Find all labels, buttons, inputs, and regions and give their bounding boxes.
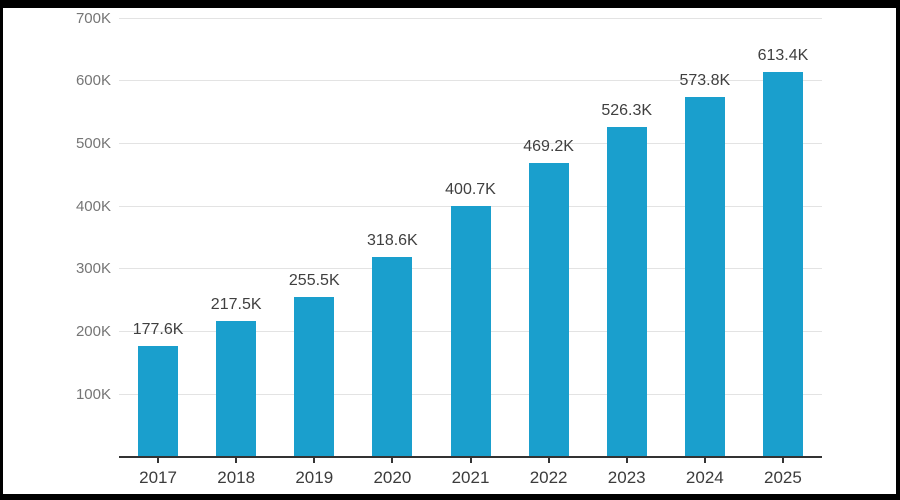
x-axis-tick-label: 2024 <box>685 468 724 487</box>
x-axis-tick-label: 2022 <box>529 468 568 487</box>
frame-border-right <box>896 0 900 500</box>
y-axis-tick-label: 400K <box>75 197 111 215</box>
x-axis-tick-mark <box>547 458 550 463</box>
y-axis-tick-label: 700K <box>75 9 111 27</box>
gridline <box>119 80 822 82</box>
x-axis-tick-label: 2017 <box>139 468 177 487</box>
bar-value-label: 573.8K <box>679 72 731 90</box>
bar-value-label: 177.6K <box>132 320 184 338</box>
bar[interactable] <box>372 257 413 457</box>
x-axis-tick-label: 2020 <box>373 468 412 487</box>
bar-value-label: 526.3K <box>601 101 653 119</box>
x-axis-tick-mark <box>157 458 160 463</box>
x-axis-tick-mark <box>703 458 706 463</box>
bar[interactable] <box>762 72 803 457</box>
gridline <box>119 142 822 144</box>
bar-value-label: 318.6K <box>367 232 418 250</box>
y-axis-tick-label: 500K <box>75 134 111 152</box>
x-axis-tick-mark <box>391 458 394 463</box>
bar[interactable] <box>138 345 179 457</box>
x-axis-line <box>119 456 822 458</box>
bar[interactable] <box>606 126 647 457</box>
frame-border-top <box>0 0 900 8</box>
bar[interactable] <box>528 162 569 457</box>
x-axis-tick-mark <box>313 458 316 463</box>
x-axis-tick-label: 2018 <box>217 468 256 487</box>
x-axis-tick-mark <box>469 458 472 463</box>
x-axis-tick-mark <box>625 458 628 463</box>
y-axis-tick-label: 100K <box>75 385 111 403</box>
bar-value-label: 255.5K <box>288 271 340 289</box>
frame-border-bottom <box>0 494 900 500</box>
x-axis-tick-label: 2023 <box>607 468 646 487</box>
x-axis-tick-mark <box>235 458 238 463</box>
x-axis-tick-label: 2019 <box>295 468 334 487</box>
y-axis-tick-label: 300K <box>75 260 111 278</box>
frame-border-left <box>0 0 3 500</box>
y-axis-tick-label: 600K <box>75 72 111 90</box>
bar-value-label: 613.4K <box>757 47 809 65</box>
bar-value-label: 217.5K <box>210 295 262 313</box>
bar[interactable] <box>294 296 335 457</box>
x-axis-tick-mark <box>781 458 784 463</box>
x-axis-tick-label: 2025 <box>764 468 802 487</box>
bar-value-label: 400.7K <box>445 180 496 198</box>
bar[interactable] <box>216 320 257 457</box>
y-axis-tick-label: 200K <box>75 323 111 341</box>
bar[interactable] <box>684 97 725 457</box>
gridline <box>119 17 822 19</box>
bar[interactable] <box>450 205 491 457</box>
x-axis-tick-label: 2021 <box>451 468 490 487</box>
bar-value-label: 469.2K <box>523 137 574 155</box>
